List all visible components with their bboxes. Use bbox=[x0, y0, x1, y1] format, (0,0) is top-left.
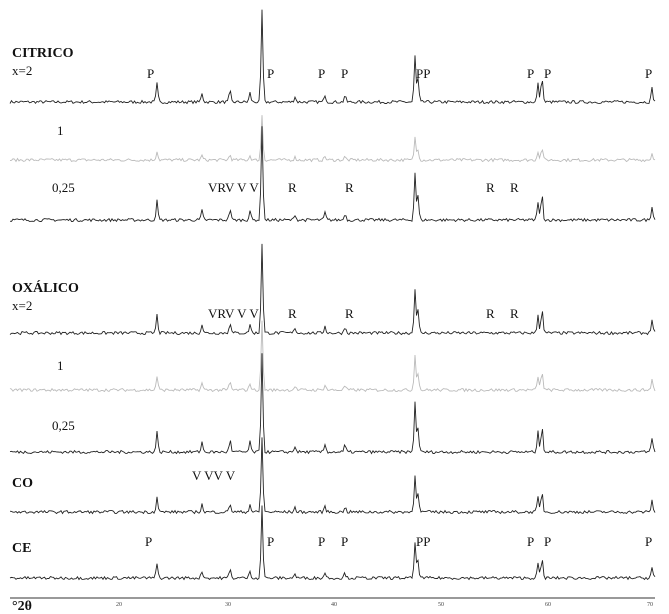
peak-label: P bbox=[544, 534, 551, 549]
xrd-trace bbox=[9, 353, 656, 455]
peak-label: PP bbox=[416, 534, 430, 549]
xrd-trace bbox=[9, 243, 656, 336]
group-title: CITRICO bbox=[12, 46, 74, 61]
group-title: CE bbox=[12, 541, 31, 556]
peak-label: R bbox=[510, 306, 519, 321]
xrd-trace bbox=[9, 9, 656, 105]
peak-label: PP bbox=[416, 66, 430, 81]
x-tick-label: 60 bbox=[545, 602, 551, 608]
trace-label: 0,25 bbox=[52, 180, 75, 195]
peak-label: P bbox=[267, 534, 274, 549]
xrd-trace bbox=[9, 505, 656, 581]
peak-label: P bbox=[527, 66, 534, 81]
x-tick-label: 30 bbox=[225, 602, 231, 608]
xrd-trace bbox=[9, 320, 656, 393]
peak-label: VRV V V bbox=[208, 306, 259, 321]
peak-label: P bbox=[341, 66, 348, 81]
x-tick-label: 40 bbox=[331, 602, 337, 608]
trace-label: 1 bbox=[57, 358, 64, 373]
peak-label: P bbox=[341, 534, 348, 549]
peak-label: R bbox=[345, 180, 354, 195]
group-title: CO bbox=[12, 476, 33, 491]
peak-label: R bbox=[486, 180, 495, 195]
peak-label: P bbox=[318, 66, 325, 81]
x-tick-label: 20 bbox=[116, 602, 122, 608]
trace-label: x=2 bbox=[12, 298, 32, 313]
peak-label: P bbox=[645, 534, 652, 549]
peak-label: R bbox=[288, 180, 297, 195]
peak-label: R bbox=[288, 306, 297, 321]
trace-label: x=2 bbox=[12, 63, 32, 78]
traces bbox=[9, 9, 656, 581]
peak-label: V VV V bbox=[192, 468, 236, 483]
x-tick-label: 70 bbox=[647, 602, 653, 608]
peak-label: P bbox=[544, 66, 551, 81]
peak-label: P bbox=[318, 534, 325, 549]
xrd-trace bbox=[9, 437, 656, 515]
peak-label: P bbox=[527, 534, 534, 549]
peak-label: R bbox=[486, 306, 495, 321]
group-title: OXÁLICO bbox=[12, 279, 79, 296]
peak-label: VRV V V bbox=[208, 180, 259, 195]
xrd-trace bbox=[9, 115, 656, 163]
peak-label: P bbox=[145, 534, 152, 549]
peak-label: P bbox=[267, 66, 274, 81]
axis-label: °2θ bbox=[12, 599, 32, 614]
peak-label: P bbox=[645, 66, 652, 81]
trace-label: 1 bbox=[57, 123, 64, 138]
peak-label: P bbox=[147, 66, 154, 81]
peak-label: R bbox=[345, 306, 354, 321]
xrd-trace bbox=[9, 126, 656, 223]
trace-label: 0,25 bbox=[52, 418, 75, 433]
x-tick-label: 50 bbox=[438, 602, 444, 608]
peak-label: R bbox=[510, 180, 519, 195]
